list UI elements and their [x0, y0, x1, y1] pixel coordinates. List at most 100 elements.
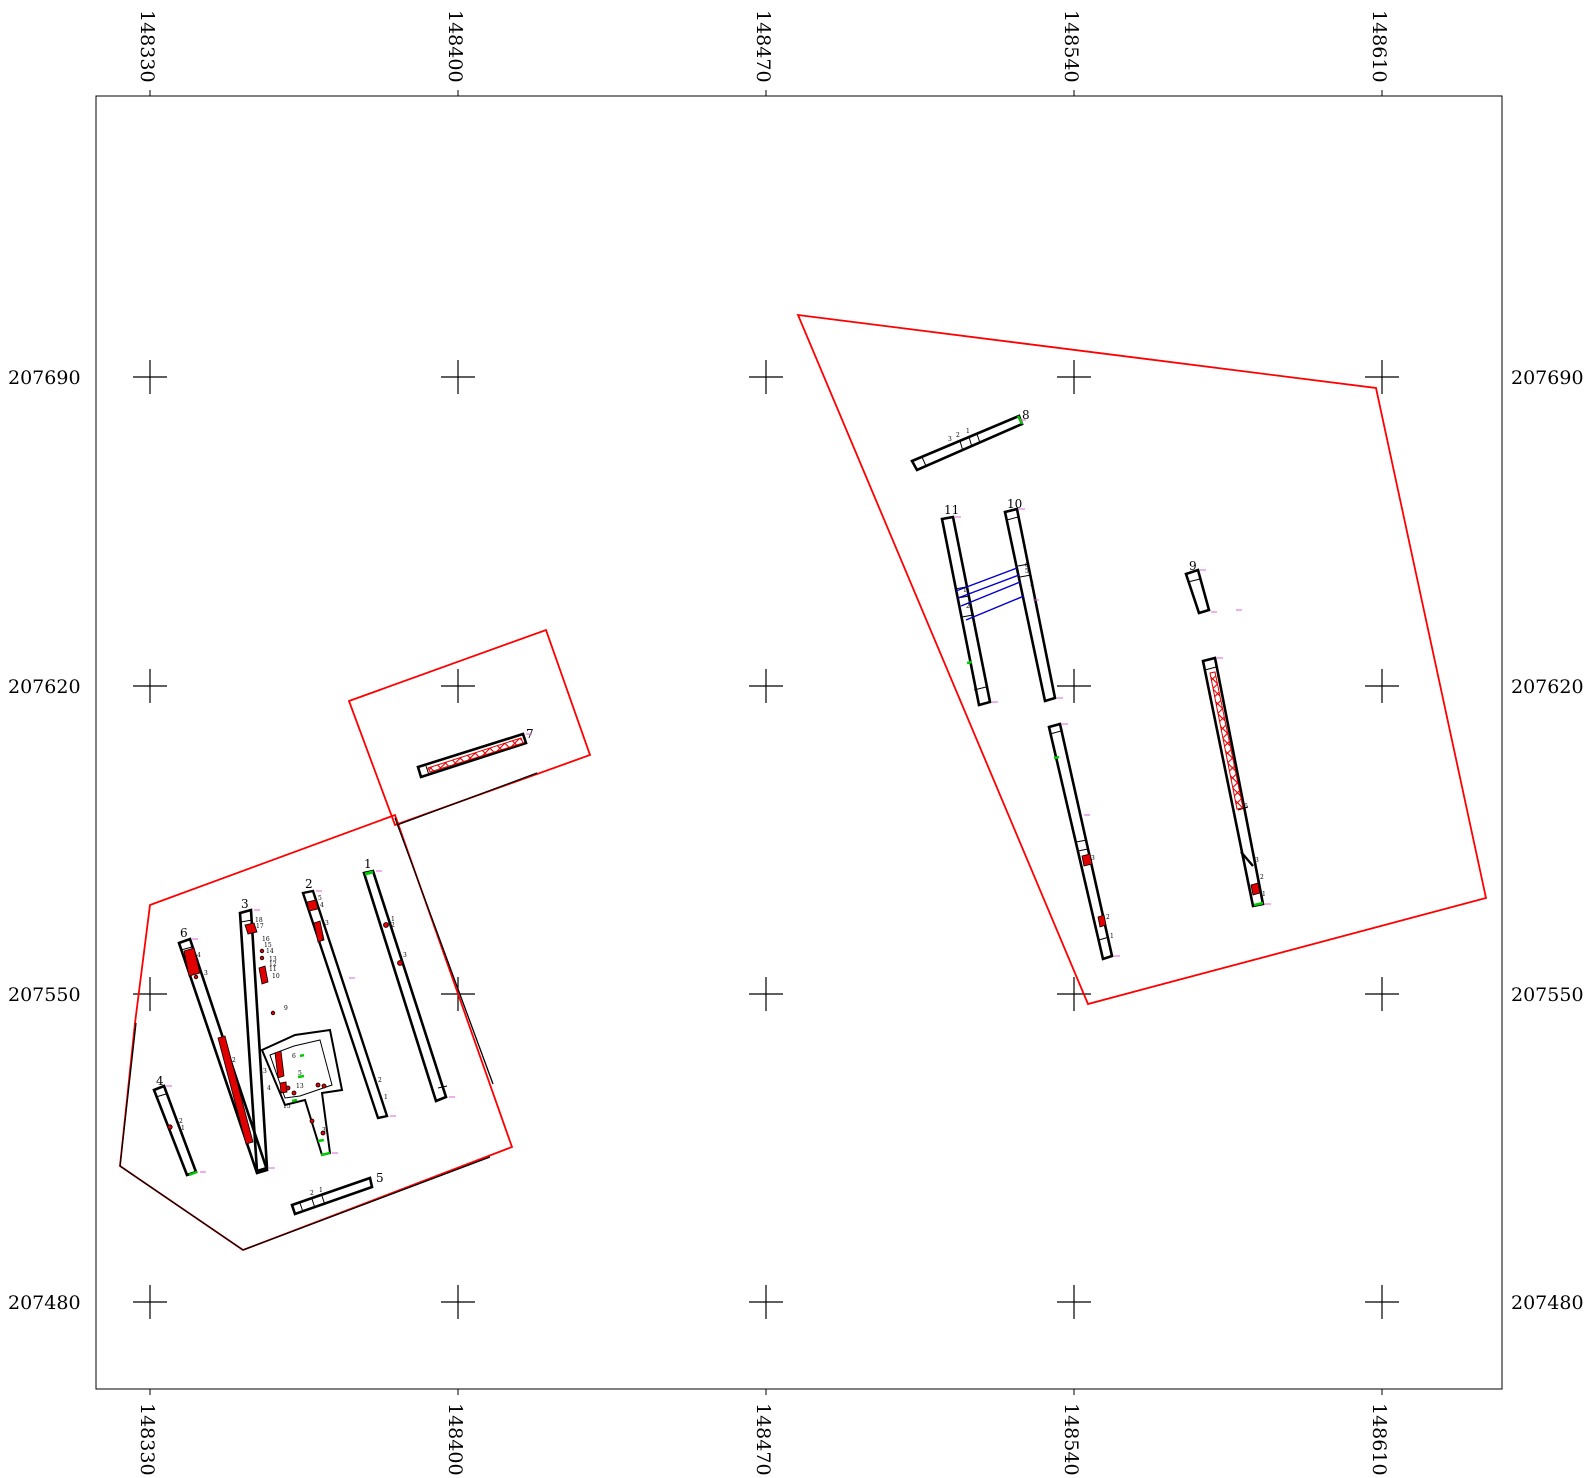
trench-2-annex-inner	[269, 1039, 333, 1099]
boundary-northwest	[347, 628, 592, 827]
section-number-label: 13	[269, 956, 277, 963]
trench-label-5: 5	[376, 1171, 384, 1185]
section-number-label: 17	[256, 923, 264, 930]
section-number-label: 12	[269, 961, 277, 968]
trench-label-6: 6	[180, 926, 188, 940]
section-number-label: 2	[310, 1190, 314, 1197]
trench-5	[290, 1176, 374, 1216]
section-number-label: 13	[296, 1083, 304, 1090]
y-tick-right-207690: 207690	[1511, 367, 1584, 389]
trench-9	[1184, 568, 1211, 615]
trench-10	[1003, 507, 1057, 703]
trench-label-3: 3	[241, 897, 249, 911]
trench-1	[362, 869, 448, 1103]
trench-label-8: 8	[1022, 408, 1030, 422]
section-number-label: 3	[263, 1068, 267, 1075]
trench-6	[177, 937, 269, 1175]
x-tick-top-148400: 148400	[444, 10, 466, 83]
trench-7	[416, 732, 528, 779]
section-number-label: 2	[1260, 874, 1264, 881]
section-number-label: 3	[322, 1127, 326, 1134]
section-number-label: 2	[378, 1077, 382, 1084]
hatched-features	[427, 671, 1244, 810]
section-number-label: 3	[403, 952, 407, 959]
y-tick-left-207480: 207480	[8, 1292, 81, 1314]
section-number-label: 2	[179, 1118, 183, 1125]
section-number-label: 2	[232, 1057, 236, 1064]
section-number-label: 3	[1030, 581, 1034, 588]
section-number-label: 3	[948, 436, 952, 443]
x-tick-bottom-148330: 148330	[136, 1403, 158, 1476]
trench-label-9: 9	[1189, 559, 1197, 573]
trench-label-2: 2	[305, 877, 313, 891]
trench-labels: 1 2 3 4 5 6 7 8 9 10 11	[156, 408, 1197, 1185]
trench-se-a	[1047, 722, 1114, 961]
section-number-label: 5	[298, 1070, 302, 1077]
section-number-label: 1	[319, 1187, 323, 1194]
trench-4	[152, 1084, 198, 1177]
trench-label-1: 1	[364, 857, 372, 871]
x-tick-bottom-148610: 148610	[1368, 1403, 1390, 1476]
x-tick-top-148470: 148470	[752, 10, 774, 83]
magenta-annotations	[166, 419, 1271, 1173]
trenches	[152, 414, 1265, 1216]
y-tick-left-207620: 207620	[8, 676, 81, 698]
section-number-label: 2	[391, 922, 395, 929]
section-labels: 1 2 3 2 1 5 4 3 1 18 17 16 15 14 13 12 1…	[179, 428, 1266, 1197]
trench-8	[910, 414, 1024, 472]
x-tick-top-148610: 148610	[1368, 10, 1390, 83]
section-number-label: 1	[384, 1094, 388, 1101]
y-tick-left-207690: 207690	[8, 367, 81, 389]
x-tick-top-148330: 148330	[136, 10, 158, 83]
green-markers	[188, 660, 1060, 1177]
section-number-label: 14	[266, 948, 274, 955]
section-number-label: 6	[1025, 562, 1029, 569]
trench-2-annex	[260, 1028, 344, 1157]
section-number-label: 16	[262, 936, 270, 943]
section-number-label: 9	[284, 1005, 288, 1012]
section-number-label: 1	[1262, 891, 1266, 898]
section-number-label: 2	[956, 432, 960, 439]
section-number-label: 3	[325, 920, 329, 927]
section-number-label: 4	[320, 902, 324, 909]
section-number-label: 1	[966, 428, 970, 435]
trench-label-11: 11	[944, 503, 959, 517]
section-number-label: 5	[318, 895, 322, 902]
section-number-label: 3	[1255, 857, 1259, 864]
boundary-east	[796, 313, 1488, 1006]
y-tick-right-207550: 207550	[1511, 984, 1584, 1006]
section-number-label: 4	[267, 1085, 271, 1092]
section-number-label: 6	[292, 1053, 296, 1060]
section-number-label: 15	[283, 1103, 291, 1110]
section-number-label: 4	[197, 952, 201, 959]
frame-ticks	[149, 90, 1383, 1395]
trench-2	[301, 889, 389, 1120]
y-tick-right-207620: 207620	[1511, 676, 1584, 698]
x-tick-top-148540: 148540	[1060, 10, 1082, 83]
section-number-label: 10	[272, 973, 280, 980]
map-frame	[95, 95, 1503, 1390]
trench-label-4: 4	[156, 1074, 164, 1088]
red-features	[167, 853, 1261, 1145]
section-number-label: 3	[204, 970, 208, 977]
section-number-label: 18	[255, 917, 263, 924]
section-number-label: 1	[391, 916, 395, 923]
section-number-label: 2	[1106, 914, 1110, 921]
x-tick-bottom-148400: 148400	[444, 1403, 466, 1476]
section-number-label: 1	[321, 935, 325, 942]
section-number-label: 1	[963, 587, 967, 594]
section-number-label: 3	[1091, 855, 1095, 862]
section-number-label: 5	[1025, 568, 1029, 575]
section-number-label: 15	[264, 942, 272, 949]
x-tick-bottom-148540: 148540	[1060, 1403, 1082, 1476]
fence-lines	[119, 772, 538, 1251]
section-number-label: 2	[966, 603, 970, 610]
grid-crosses	[133, 360, 1399, 1319]
section-number-label: 1	[181, 1125, 185, 1132]
x-tick-bottom-148470: 148470	[752, 1403, 774, 1476]
link-lines	[955, 567, 1025, 621]
section-number-label: 11	[269, 966, 277, 973]
trench-11	[940, 515, 992, 707]
y-tick-right-207480: 207480	[1511, 1292, 1584, 1314]
